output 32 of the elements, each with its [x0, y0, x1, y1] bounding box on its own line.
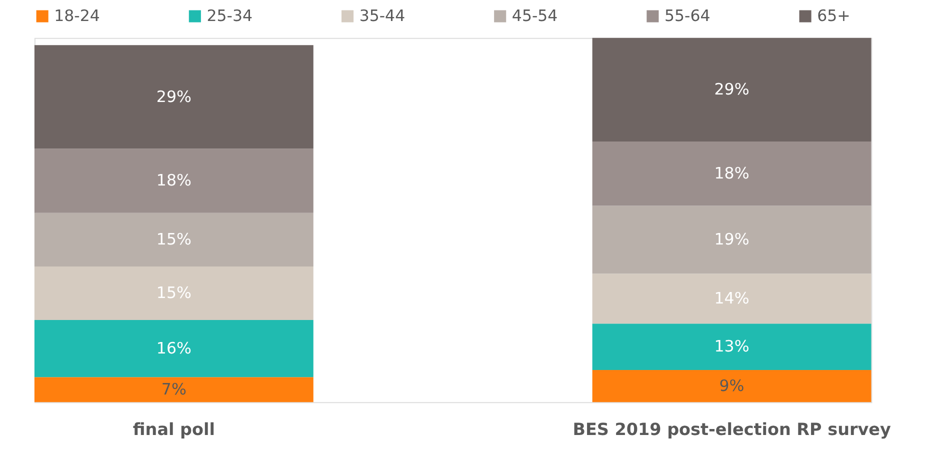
- legend-label: 55-64: [664, 6, 710, 26]
- data-label: 14%: [714, 288, 750, 308]
- bar: [34, 377, 314, 402]
- bar: [34, 266, 314, 320]
- data-label: 19%: [714, 230, 750, 249]
- bar: [592, 324, 872, 370]
- data-label: 29%: [156, 86, 192, 106]
- bar: [34, 148, 314, 213]
- data-label: 9%: [719, 376, 744, 396]
- data-label: 15%: [156, 230, 192, 249]
- data-label: 13%: [714, 336, 750, 356]
- data-label: 7%: [161, 380, 186, 399]
- x-tick-label: BES 2019 post-election RP survey: [572, 419, 891, 440]
- data-label: 29%: [714, 80, 750, 99]
- bar: [592, 38, 872, 142]
- legend-label: 65+: [817, 6, 850, 26]
- bar: [34, 45, 314, 149]
- data-label: 16%: [156, 338, 192, 358]
- bar: [592, 274, 872, 324]
- data-label: 18%: [714, 164, 750, 183]
- legend-label: 45-54: [512, 6, 558, 26]
- data-label: 18%: [156, 170, 192, 190]
- data-label: 15%: [156, 283, 192, 302]
- bar: [34, 212, 314, 266]
- bar: [592, 370, 872, 402]
- bar: [592, 206, 872, 274]
- bar: [592, 141, 872, 206]
- legend-label: 25-34: [206, 6, 253, 26]
- legend-label: 18-24: [54, 6, 100, 26]
- legend-label: 35-44: [359, 6, 406, 26]
- bar: [34, 320, 314, 378]
- x-tick-label: final poll: [132, 419, 215, 440]
